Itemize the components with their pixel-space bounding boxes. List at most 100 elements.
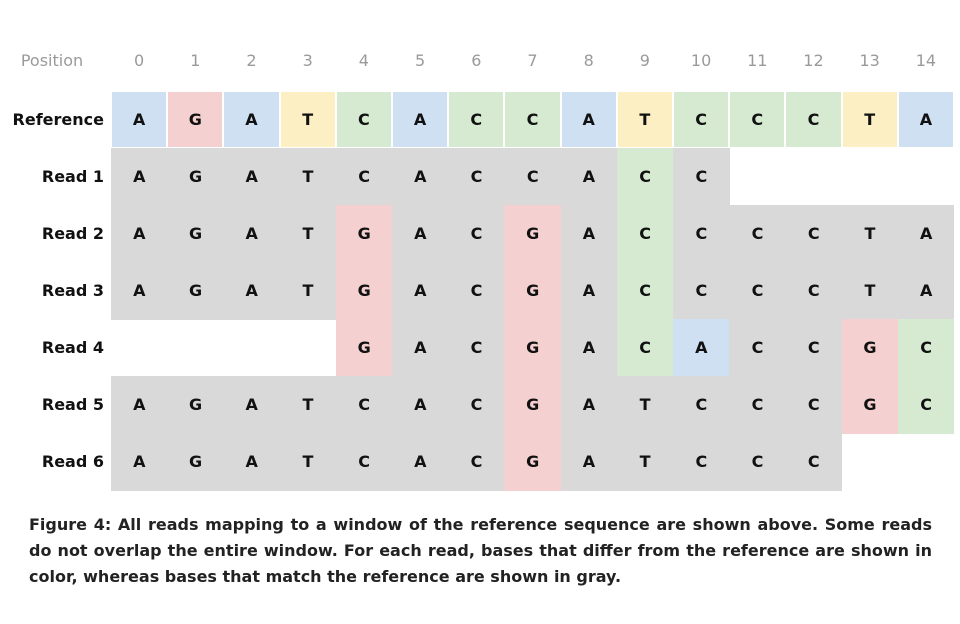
read-base-mismatch: G <box>841 319 899 377</box>
read-base-match: C <box>729 433 786 491</box>
read-base-match: A <box>560 433 618 491</box>
reference-base: A <box>111 91 168 148</box>
read-base-match: A <box>111 433 168 491</box>
read-base-match: A <box>392 433 449 491</box>
read-base-match: C <box>448 262 505 320</box>
position-number: 10 <box>690 51 712 70</box>
read-base-match: C <box>673 205 730 263</box>
read-base-match: C <box>673 262 730 320</box>
read-base-match: C <box>785 319 843 377</box>
reference-base: C <box>335 91 392 148</box>
read-base-match: G <box>167 376 224 434</box>
reference-label: Reference <box>12 110 104 129</box>
figure-caption: Figure 4: All reads mapping to a window … <box>29 515 932 586</box>
read-base-mismatch: G <box>841 376 899 434</box>
position-number: 5 <box>415 51 426 70</box>
read-base-match: C <box>729 319 786 377</box>
read-base-mismatch: G <box>504 319 562 377</box>
read-base-match: A <box>392 262 449 320</box>
read-base-match: A <box>223 262 281 320</box>
read-base-match: A <box>111 376 168 434</box>
read-base-mismatch: C <box>897 319 955 377</box>
read-base-mismatch: C <box>616 148 674 206</box>
position-number: 9 <box>639 51 650 70</box>
reference-base: G <box>167 91 224 148</box>
read-base-match: T <box>279 148 337 206</box>
read-base-match: A <box>392 319 449 377</box>
position-header-label: Position <box>20 51 84 70</box>
read-base-match: G <box>167 148 224 206</box>
read-base-match: T <box>279 262 337 320</box>
read-base-match: A <box>392 148 449 206</box>
read-base-match: T <box>279 376 337 434</box>
reference-base: T <box>279 91 336 148</box>
read-base-mismatch: G <box>504 433 562 491</box>
read-base-mismatch: C <box>616 205 674 263</box>
read-base-mismatch: C <box>616 262 674 320</box>
read-base-match: G <box>167 205 224 263</box>
read-base-match: T <box>616 433 674 491</box>
read-base-match: A <box>111 148 168 206</box>
read-base-match: C <box>729 376 786 434</box>
reference-base: T <box>616 91 673 148</box>
read-base-mismatch: C <box>616 319 674 377</box>
read-label: Read 5 <box>41 395 104 414</box>
position-number: 7 <box>527 51 538 70</box>
read-base-match: T <box>279 205 337 263</box>
read-alignment-grid: Position 0 1 2 3 4 5 6 7 8 9 10 11 12 13 14 Reference A G A… <box>12 51 955 491</box>
reference-base: C <box>673 91 730 148</box>
read-label: Read 1 <box>41 167 104 186</box>
position-number: 14 <box>915 51 937 70</box>
position-number: 12 <box>803 51 824 70</box>
read-base-match: A <box>560 319 618 377</box>
read-base-match: A <box>223 205 281 263</box>
read-base-match: C <box>448 376 505 434</box>
read-base-match: C <box>673 433 730 491</box>
read-base-match: A <box>111 262 168 320</box>
reference-base: A <box>897 91 954 148</box>
read-base-match: C <box>448 148 505 206</box>
position-number: 3 <box>302 51 313 70</box>
read-base-match: C <box>729 205 786 263</box>
read-label: Read 4 <box>41 338 104 357</box>
read-base-match: A <box>111 205 168 263</box>
position-number: 13 <box>859 51 880 70</box>
read-base-mismatch: G <box>335 262 393 320</box>
read-base-mismatch: A <box>673 319 730 377</box>
read-base-mismatch: G <box>504 205 562 263</box>
read-base-match: C <box>673 148 730 206</box>
reference-base: A <box>392 91 449 148</box>
read-base-match: C <box>729 262 786 320</box>
reference-base: T <box>841 91 898 148</box>
read-base-match: A <box>223 148 281 206</box>
reference-base: C <box>729 91 786 148</box>
read-label: Read 6 <box>41 452 104 471</box>
read-base-match: C <box>785 262 843 320</box>
read-base-match: C <box>785 205 843 263</box>
read-base-match: C <box>448 205 505 263</box>
read-base-mismatch: G <box>504 262 562 320</box>
position-number: 4 <box>358 51 369 70</box>
read-base-match: A <box>223 376 281 434</box>
read-base-mismatch: C <box>897 376 955 434</box>
read-base-match: C <box>504 148 562 206</box>
read-label: Read 2 <box>41 224 104 243</box>
read-base-match: C <box>785 376 843 434</box>
position-number: 0 <box>134 51 145 70</box>
read-base-match: A <box>897 262 955 320</box>
reference-base: A <box>223 91 280 148</box>
read-base-match: T <box>279 433 337 491</box>
position-number: 2 <box>246 51 257 70</box>
read-base-match: A <box>560 262 618 320</box>
read-base-match: A <box>560 205 618 263</box>
position-number: 1 <box>190 51 201 70</box>
reference-base: C <box>785 91 842 148</box>
reference-base: A <box>560 91 617 148</box>
position-number: 11 <box>747 51 768 70</box>
reference-base: C <box>448 91 505 148</box>
read-base-match: A <box>560 376 618 434</box>
read-base-mismatch: G <box>335 319 393 377</box>
read-base-mismatch: G <box>504 376 562 434</box>
read-base-match: A <box>560 148 618 206</box>
read-base-match: C <box>335 433 393 491</box>
